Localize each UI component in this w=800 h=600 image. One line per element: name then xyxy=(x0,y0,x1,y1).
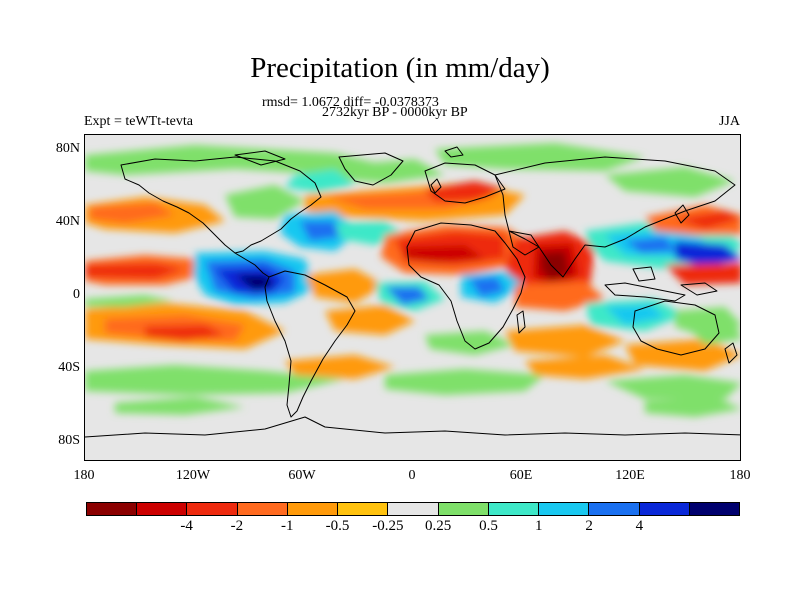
colorbar-label: -0.25 xyxy=(372,518,404,534)
colorbar-label: -2 xyxy=(230,518,244,534)
coast-africa xyxy=(406,222,526,350)
season-label: JJA xyxy=(718,114,740,129)
colorbar-swatch-8 xyxy=(488,503,540,515)
anomaly-antarctic-coast-green-east xyxy=(645,397,740,417)
y-tick-label-80n: 80N xyxy=(55,141,80,156)
y-tick-label-0: 0 xyxy=(73,287,80,302)
anomaly-southern-ocean-far xyxy=(605,375,740,399)
colorbar-swatch-12 xyxy=(689,503,740,515)
anomaly-southern-ocean-dry xyxy=(285,355,395,379)
coast-indonesia xyxy=(604,282,686,302)
coast-new-zealand xyxy=(724,342,738,364)
x-tick-label-120e: 120E xyxy=(615,468,645,483)
anomaly-southern-ocean-dry-east xyxy=(525,355,645,379)
x-tick-label-60e: 60E xyxy=(509,468,533,483)
coast-arabia xyxy=(508,230,540,256)
y-tick-label-80s: 80S xyxy=(58,433,80,448)
anomaly-tasman-green xyxy=(685,323,740,345)
anomaly-south-pacific-red xyxy=(145,325,225,341)
colorbar-swatch-2 xyxy=(187,503,238,515)
precipitation-map xyxy=(85,143,740,438)
anomaly-southern-ocean-wet xyxy=(85,365,345,395)
map-title: Precipitation (in mm/day) xyxy=(250,52,550,84)
x-tick-label-120w: 120W xyxy=(175,468,211,483)
coast-central-america xyxy=(234,252,270,278)
anomaly-east-pacific-edge-dry xyxy=(665,263,740,285)
anomaly-europe-red xyxy=(425,181,505,201)
anomaly-southern-ocean-east xyxy=(385,369,545,395)
coast-antarctica xyxy=(85,416,740,438)
anomaly-nw-pacific-core xyxy=(675,211,740,229)
coast-europe xyxy=(424,162,506,204)
coast-south-america xyxy=(264,270,356,418)
colorbar-swatch-7 xyxy=(438,503,489,515)
anomaly-se-asia-deep xyxy=(625,237,677,253)
anomaly-south-indian-dry xyxy=(505,325,625,357)
period-subtitle: 2732kyr BP - 0000kyr BP xyxy=(322,105,468,120)
colorbar-swatch-9 xyxy=(539,503,590,515)
colorbar-label: 4 xyxy=(635,518,644,534)
anomaly-arctic-green xyxy=(85,145,385,175)
colorbar-label: -1 xyxy=(280,518,294,534)
experiment-label: Expt = teWTt-tevta xyxy=(84,114,193,129)
anomaly-na-east-green xyxy=(285,169,355,193)
anomaly-north-america-green xyxy=(225,185,305,219)
colorbar-swatch-10 xyxy=(589,503,640,515)
y-tick-label-40s: 40S xyxy=(58,360,80,375)
colorbar-label: 0.5 xyxy=(479,518,498,534)
colorbar-swatch-5 xyxy=(338,503,389,515)
x-tick-label-60w: 60W xyxy=(288,468,316,483)
anomaly-india-darkred xyxy=(541,251,569,281)
colorbar-label: 0.25 xyxy=(425,518,452,534)
anomaly-central-pacific-core xyxy=(85,263,185,279)
coast-new-guinea xyxy=(680,282,718,296)
anomaly-greenland-green xyxy=(335,159,445,183)
anomaly-south-africa-wet xyxy=(425,331,515,355)
anomaly-south-pacific-wet xyxy=(85,295,175,307)
coast-greenland xyxy=(338,152,404,186)
anomaly-arabian-core xyxy=(469,277,505,297)
y-tick-label-40n: 40N xyxy=(55,214,80,229)
colorbar xyxy=(86,502,740,516)
coastline-layer xyxy=(85,146,740,438)
coast-north-america xyxy=(120,156,322,254)
coast-asia xyxy=(494,156,736,278)
colorbar-label: -4 xyxy=(180,518,193,534)
colorbar-label: 1 xyxy=(535,518,543,534)
map-panel xyxy=(84,134,741,461)
colorbar-swatch-0 xyxy=(87,503,138,515)
anomaly-south-atlantic-dry xyxy=(325,305,415,335)
anomaly-atlantic-itcz-blue xyxy=(385,287,429,305)
colorbar-swatch-4 xyxy=(287,503,339,515)
colorbar-swatch-6 xyxy=(388,503,439,515)
coast-uk xyxy=(430,178,442,194)
coast-madagascar xyxy=(516,310,526,334)
anomaly-eq-indian-dry xyxy=(515,281,605,311)
anomaly-north-pacific-dry-core xyxy=(90,203,175,223)
anomaly-gulf-core xyxy=(300,221,343,241)
x-tick-label-0: 0 xyxy=(408,468,416,483)
anomaly-arctic-east-green xyxy=(435,143,645,171)
anomaly-sahel-red xyxy=(405,245,485,263)
anomaly-antarctic-coast-green xyxy=(115,397,245,415)
colorbar-swatch-3 xyxy=(237,503,288,515)
x-tick-label-180e: 180 xyxy=(729,468,751,483)
x-tick-label-180w: 180 xyxy=(73,468,95,483)
colorbar-swatch-1 xyxy=(137,503,188,515)
anomaly-fill-layer xyxy=(85,143,740,417)
coast-borneo xyxy=(632,266,656,282)
stats-subtitle: rmsd= 1.0672 diff= -0.0378373 xyxy=(262,95,439,110)
coast-australia xyxy=(632,300,720,356)
coast-svalbard xyxy=(444,146,464,158)
colorbar-label: -0.5 xyxy=(325,518,350,534)
anomaly-atlantic-itcz-dry xyxy=(305,269,385,303)
coast-arctic-islands xyxy=(234,150,286,166)
anomaly-philippine-blue xyxy=(675,241,740,267)
coast-japan xyxy=(674,204,690,224)
colorbar-label: 2 xyxy=(585,518,593,534)
colorbar-swatch-11 xyxy=(639,503,690,515)
anomaly-siberia-green xyxy=(605,167,735,197)
